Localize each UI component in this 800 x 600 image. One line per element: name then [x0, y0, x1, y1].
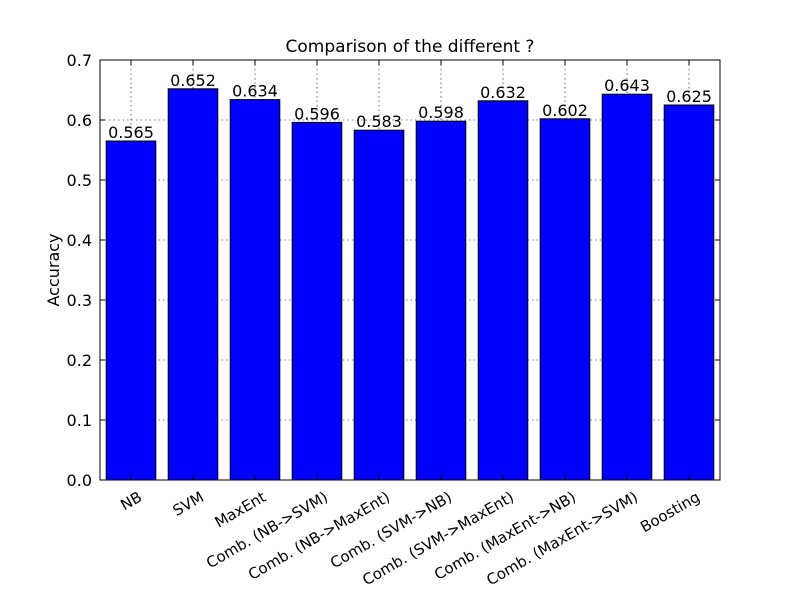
- y-tick-label: 0.2: [67, 351, 92, 370]
- bar: [477, 100, 529, 481]
- bar: [539, 118, 591, 481]
- bar-value-label: 0.625: [666, 87, 712, 106]
- bar-value-label: 0.598: [418, 103, 464, 122]
- x-tick-label: SVM: [170, 488, 207, 520]
- bar: [105, 140, 157, 481]
- axis-ticks: [100, 59, 720, 481]
- y-tick-label: 0.4: [67, 231, 92, 250]
- y-axis-label: Accuracy: [44, 233, 63, 306]
- bar-value-label: 0.565: [108, 123, 154, 142]
- bar-value-label: 0.632: [480, 83, 526, 102]
- y-tick-label: 0.6: [67, 111, 92, 130]
- bar-value-label: 0.643: [604, 76, 650, 95]
- bar: [353, 129, 405, 481]
- y-tick-label: 0.0: [67, 471, 92, 490]
- bars: [105, 88, 715, 481]
- bar-value-label: 0.652: [170, 71, 216, 90]
- y-tick-label: 0.3: [67, 291, 92, 310]
- y-tick-label: 0.7: [67, 51, 92, 70]
- plot-frame: [99, 59, 721, 481]
- bar: [167, 88, 219, 481]
- bar-value-label: 0.583: [356, 112, 402, 131]
- bar: [415, 120, 467, 481]
- bar-value-label: 0.602: [542, 101, 588, 120]
- bar: [229, 99, 281, 481]
- x-tick-label: NB: [117, 488, 145, 514]
- bar-value-label: 0.596: [294, 104, 340, 123]
- bar: [601, 93, 653, 481]
- y-tick-label: 0.1: [67, 411, 92, 430]
- bar: [291, 121, 343, 481]
- x-tick-label: Boosting: [637, 488, 703, 536]
- y-tick-label: 0.5: [67, 171, 92, 190]
- chart-title: Comparison of the different ?: [286, 37, 535, 57]
- bar: [663, 104, 715, 481]
- bar-value-label: 0.634: [232, 82, 278, 101]
